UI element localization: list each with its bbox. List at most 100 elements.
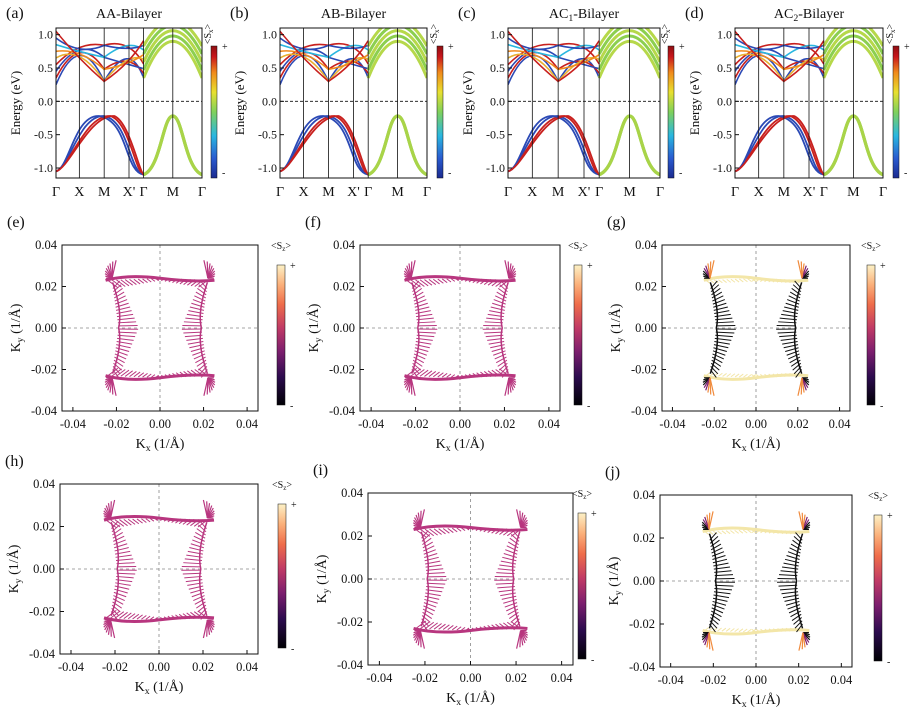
spin-arrow [189, 547, 204, 552]
spin-arrow [164, 374, 170, 378]
spin-arrow [726, 278, 732, 283]
spin-arrow [783, 344, 799, 349]
y-axis-label: Energy (eV) [687, 71, 702, 135]
kpoint-label: M [391, 185, 404, 200]
ytick-label: -1.0 [486, 161, 505, 175]
spin-arrow [154, 617, 158, 621]
spin-arrow [495, 369, 505, 377]
colorbar-label: <Sx> [660, 23, 672, 44]
spin-arrow [510, 534, 520, 542]
spin-arrow [157, 375, 161, 379]
spin-arrow [780, 570, 798, 573]
xtick-label: 0.04 [538, 417, 561, 431]
spin-arrow [142, 372, 148, 378]
ytick-label: -0.02 [337, 615, 363, 629]
kpoint-label: M [322, 185, 335, 200]
spin-arrow [781, 627, 787, 632]
spin-arrow [114, 353, 127, 360]
spin-arrow [712, 597, 728, 602]
spin-arrow [437, 278, 444, 284]
spin-arrow [711, 604, 725, 610]
spin-arrow [711, 359, 722, 367]
spin-arrow [772, 373, 778, 378]
y-axis-label: Ky (1/Å) [608, 303, 626, 352]
spin-arrow [784, 558, 800, 564]
spin-arrow [717, 627, 722, 632]
spin-arrow [186, 554, 203, 558]
spin-arrow [773, 628, 778, 633]
spin-arrows [412, 509, 529, 649]
spin-arrow [456, 527, 462, 532]
colorbar-label: <Sx> [203, 23, 215, 44]
spin-arrow [417, 331, 436, 334]
spin-arrow [183, 278, 191, 285]
band-panel-a: (a) AA-Bilayer 1.0 0.5 0.0 -0.5 -1.0 Energy (eV… [6, 5, 228, 200]
spin-arrow [490, 306, 505, 311]
xtick-label: -0.04 [659, 417, 686, 431]
spin-arrow [110, 611, 118, 620]
spin-arrow [734, 278, 740, 283]
xtick-label: 0.04 [236, 417, 259, 431]
spin-arrow [785, 530, 791, 535]
spin-arrow [183, 331, 202, 334]
spin-arrow [183, 562, 202, 565]
spin-arrow [471, 627, 476, 631]
spin-arrow [193, 595, 205, 602]
colorbar [210, 45, 218, 179]
spin-arrow [190, 369, 200, 377]
conduction-band [366, 28, 427, 55]
ytick-label: 0.00 [635, 321, 657, 335]
spin-arrow [714, 310, 730, 314]
spin-arrow [491, 528, 499, 534]
spin-arrow [711, 610, 722, 618]
spin-arrow [506, 545, 518, 552]
spin-arrow [424, 370, 433, 377]
xtick-label: 0.00 [745, 417, 767, 431]
spin-arrow [708, 632, 714, 651]
spin-arrow [743, 278, 748, 283]
colorbar-minus: - [290, 401, 293, 412]
spin-arrow [111, 607, 120, 617]
spin-arrow [772, 278, 778, 283]
spin-arrow [487, 527, 494, 533]
spin-arrow [789, 291, 801, 299]
spin-arrow [422, 608, 434, 616]
spin-arrow [196, 359, 207, 367]
spin-arrow [192, 299, 206, 305]
spin-arrow [713, 279, 719, 284]
spin-arrow [751, 629, 757, 633]
spin-arrow [133, 371, 141, 378]
ytick-label: 0.04 [633, 488, 656, 502]
spin-arrow [711, 551, 725, 557]
spin-arrow [509, 537, 519, 546]
spin-arrow [760, 374, 765, 378]
spin-arrow [425, 560, 441, 565]
spin-arrow [768, 278, 774, 283]
spin-arrow [116, 344, 131, 349]
valence-band [56, 115, 145, 176]
spin-arrow [711, 287, 721, 296]
spin-arrow [499, 528, 508, 535]
spin-arrow [111, 368, 122, 377]
spin-arrow [730, 278, 736, 283]
x-axis-label: Kx (1/Å) [136, 436, 185, 454]
spin-arrow [501, 595, 517, 600]
spin-arrow [783, 562, 799, 567]
spin-arrow [116, 313, 134, 318]
spin-arrow [789, 356, 801, 364]
spin-arrow [742, 529, 748, 534]
spin-arrow [414, 347, 429, 352]
spin-arrow [195, 356, 206, 364]
ytick-label: 1.0 [717, 28, 732, 42]
fermi-contour [110, 522, 120, 616]
spin-arrow [461, 626, 466, 631]
spin-arrow [413, 353, 426, 360]
spin-arrow [487, 313, 504, 318]
spin-arrow [203, 260, 209, 279]
spin-arrow [199, 520, 207, 529]
spin-arrow [764, 529, 770, 534]
spin-arrow [179, 371, 187, 378]
spin-arrow [709, 377, 715, 396]
ytick-label: 0.00 [633, 574, 655, 588]
ytick-label: 0.04 [341, 486, 364, 500]
